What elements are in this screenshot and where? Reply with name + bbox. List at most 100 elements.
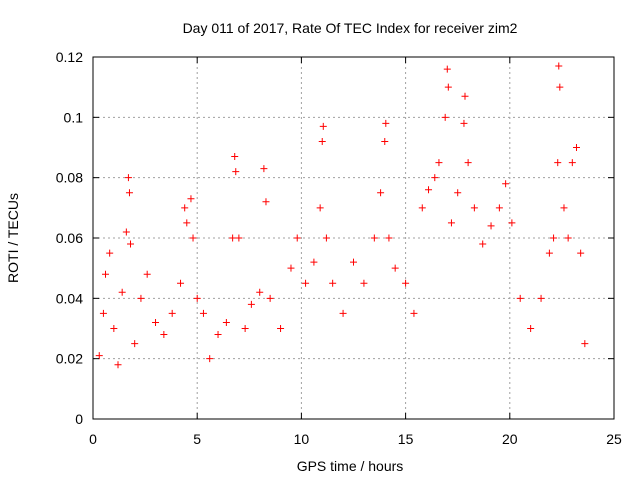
data-point [418,204,426,212]
data-point [199,309,207,317]
data-point [568,159,576,167]
data-point [564,234,572,242]
data-point [329,279,337,287]
data-point [527,325,535,332]
y-tick-label: 0.08 [56,170,83,186]
data-point [370,234,378,242]
x-tick-label: 15 [398,431,414,447]
data-point [232,168,240,176]
x-axis-label: GPS time / hours [297,458,404,474]
y-axis-label: ROTI / TECUs [5,193,21,283]
data-point [122,228,130,236]
data-point [410,309,418,317]
data-point [181,204,189,212]
data-point [556,83,564,91]
y-tick-label: 0.1 [64,109,84,125]
data-point [310,258,318,266]
data-point [206,355,214,363]
data-point [382,119,390,127]
data-point [152,318,160,326]
data-point [110,325,118,332]
data-point [143,270,151,278]
y-tick-label: 0 [75,411,83,427]
data-point [350,258,357,266]
x-tick-label: 5 [193,431,201,447]
data-point [256,288,264,296]
data-point [537,294,545,302]
data-point [431,174,439,182]
data-point [516,294,524,302]
data-point [385,234,393,242]
x-tick-label: 25 [606,431,622,447]
data-point [572,144,580,151]
data-point [443,65,451,73]
data-point [577,249,585,257]
x-tick-label: 0 [89,431,97,447]
y-tick-label: 0.12 [56,49,83,65]
data-point [435,159,443,167]
chart-title: Day 011 of 2017, Rate Of TEC Index for r… [183,20,518,36]
data-points [95,62,589,369]
x-axis-ticks: 0 5 10 15 20 25 [89,57,622,447]
data-point [247,300,255,308]
data-point [316,204,324,212]
data-point [318,137,326,145]
data-point [447,219,455,227]
data-point [222,318,230,326]
data-point [391,264,399,272]
data-point [266,294,274,302]
data-point [560,204,568,212]
y-tick-label: 0.06 [56,230,83,246]
data-point [95,352,103,360]
data-point [302,279,310,287]
y-axis-ticks: 0 0.02 0.04 0.06 0.08 0.1 0.12 [56,49,614,427]
data-point [454,189,462,197]
data-point [461,92,469,100]
data-point [508,219,516,227]
data-point [241,325,249,332]
data-point [581,340,589,348]
data-point [193,294,201,302]
data-point [102,270,110,278]
data-point [402,279,410,287]
data-point [187,195,195,203]
data-point [444,83,452,91]
data-point [168,309,176,317]
data-point [99,309,107,317]
data-point [550,234,558,242]
data-point [277,325,285,332]
data-point [177,279,185,287]
data-point [160,331,168,339]
data-point [231,153,239,161]
data-point [235,234,243,242]
data-point [137,294,145,302]
data-point [183,219,191,227]
data-point [381,137,389,145]
data-point [495,204,503,212]
data-point [425,186,433,194]
data-point [125,189,133,197]
data-point [464,159,472,167]
grid-lines [93,57,614,419]
data-point [118,288,126,296]
data-point [260,165,268,173]
data-point [360,279,368,287]
data-point [487,222,495,230]
data-point [131,340,139,348]
data-point [460,119,468,127]
data-point [554,159,562,167]
data-point [229,234,237,242]
data-point [377,189,385,197]
data-point [106,249,114,257]
data-point [441,113,449,121]
y-tick-label: 0.02 [56,351,83,367]
data-point [293,234,301,242]
data-point [189,234,197,242]
x-tick-label: 10 [294,431,310,447]
data-point [339,309,347,317]
data-point [127,240,135,248]
x-tick-label: 20 [502,431,518,447]
data-point [545,249,553,257]
